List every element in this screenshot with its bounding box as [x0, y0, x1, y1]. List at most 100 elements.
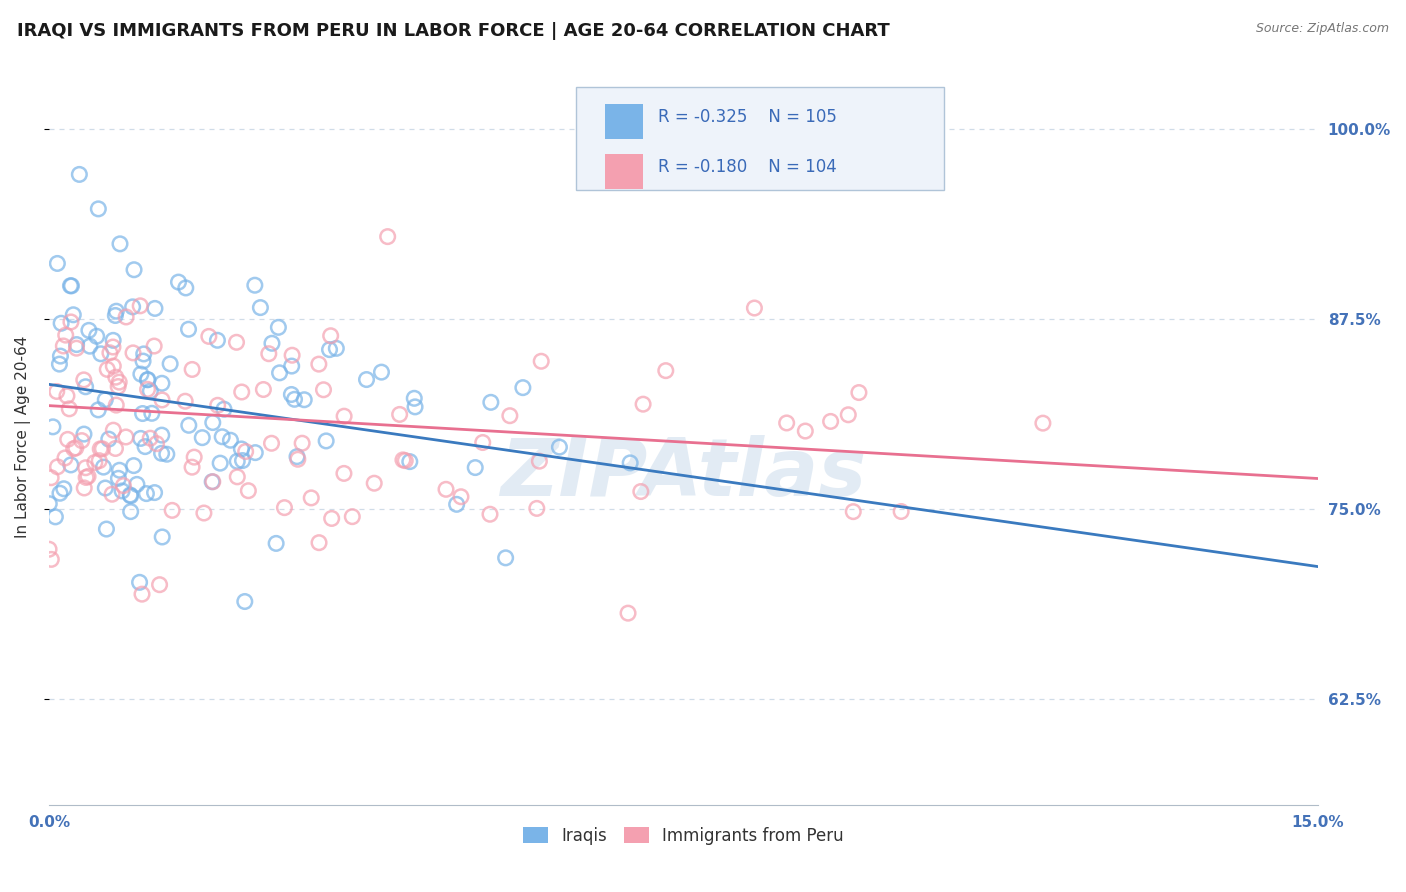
Point	[132, 354, 155, 368]
Point	[287, 452, 309, 467]
Point	[404, 392, 426, 406]
Point	[257, 347, 280, 361]
Point	[308, 357, 330, 371]
Point	[73, 427, 96, 442]
Point	[38, 497, 60, 511]
Point	[120, 489, 142, 503]
Point	[231, 384, 253, 399]
Point	[58, 401, 80, 416]
Point	[136, 382, 159, 396]
Point	[42, 420, 65, 434]
Point	[837, 408, 859, 422]
Point	[315, 434, 337, 448]
Point	[86, 329, 108, 343]
Point	[115, 310, 138, 324]
Point	[285, 450, 308, 464]
Point	[104, 442, 127, 456]
Point	[201, 475, 224, 489]
Point	[108, 463, 131, 477]
Text: R = -0.180    N = 104: R = -0.180 N = 104	[658, 158, 837, 176]
Point	[77, 469, 100, 483]
Point	[38, 542, 60, 557]
Point	[150, 446, 173, 460]
FancyBboxPatch shape	[605, 103, 643, 139]
Point	[471, 435, 494, 450]
Point	[181, 362, 204, 376]
Point	[167, 275, 190, 289]
Point	[112, 478, 135, 492]
Point	[655, 364, 678, 378]
Point	[46, 459, 69, 474]
Point	[183, 450, 205, 464]
Point	[464, 460, 486, 475]
Point	[97, 432, 120, 446]
Point	[108, 236, 131, 251]
Point	[363, 476, 385, 491]
Point	[120, 488, 142, 502]
Point	[318, 343, 340, 357]
Point	[53, 450, 76, 465]
Point	[312, 383, 335, 397]
Point	[446, 497, 468, 511]
Point	[160, 503, 183, 517]
Point	[744, 301, 766, 315]
Point	[62, 442, 84, 456]
Point	[156, 447, 179, 461]
Point	[177, 418, 200, 433]
Point	[177, 322, 200, 336]
Point	[56, 433, 79, 447]
Point	[1032, 416, 1054, 430]
Point	[90, 347, 112, 361]
Point	[104, 309, 127, 323]
Text: IRAQI VS IMMIGRANTS FROM PERU IN LABOR FORCE | AGE 20-64 CORRELATION CHART: IRAQI VS IMMIGRANTS FROM PERU IN LABOR F…	[17, 22, 890, 40]
Point	[48, 357, 70, 371]
Point	[207, 398, 229, 412]
Point	[225, 335, 247, 350]
Point	[108, 375, 131, 389]
Point	[209, 456, 232, 470]
Point	[398, 455, 420, 469]
Point	[193, 506, 215, 520]
Point	[264, 536, 287, 550]
Point	[103, 423, 125, 437]
Point	[450, 490, 472, 504]
Point	[75, 380, 97, 394]
Point	[120, 505, 142, 519]
Point	[273, 500, 295, 515]
Point	[404, 400, 426, 414]
Point	[212, 402, 235, 417]
Point	[96, 362, 118, 376]
Point	[129, 367, 152, 381]
Point	[434, 483, 457, 497]
Point	[201, 416, 224, 430]
Point	[283, 392, 305, 407]
Point	[291, 436, 314, 450]
Point	[191, 431, 214, 445]
Point	[211, 430, 233, 444]
Point	[245, 445, 267, 459]
FancyBboxPatch shape	[605, 154, 643, 189]
Point	[65, 341, 87, 355]
Point	[70, 434, 93, 448]
Point	[129, 299, 152, 313]
Point	[333, 409, 356, 424]
Point	[321, 511, 343, 525]
Point	[111, 483, 134, 498]
Point	[150, 376, 173, 391]
Point	[820, 414, 842, 428]
Point	[356, 373, 378, 387]
Point	[134, 440, 156, 454]
Point	[280, 359, 302, 373]
Point	[235, 444, 257, 458]
Point	[65, 441, 87, 455]
Point	[49, 349, 72, 363]
Point	[526, 501, 548, 516]
Point	[292, 392, 315, 407]
Point	[233, 594, 256, 608]
Point	[776, 416, 799, 430]
Point	[115, 430, 138, 444]
Point	[617, 606, 640, 620]
Point	[131, 407, 153, 421]
Point	[128, 575, 150, 590]
Text: ZIPAtlas: ZIPAtlas	[501, 434, 866, 513]
